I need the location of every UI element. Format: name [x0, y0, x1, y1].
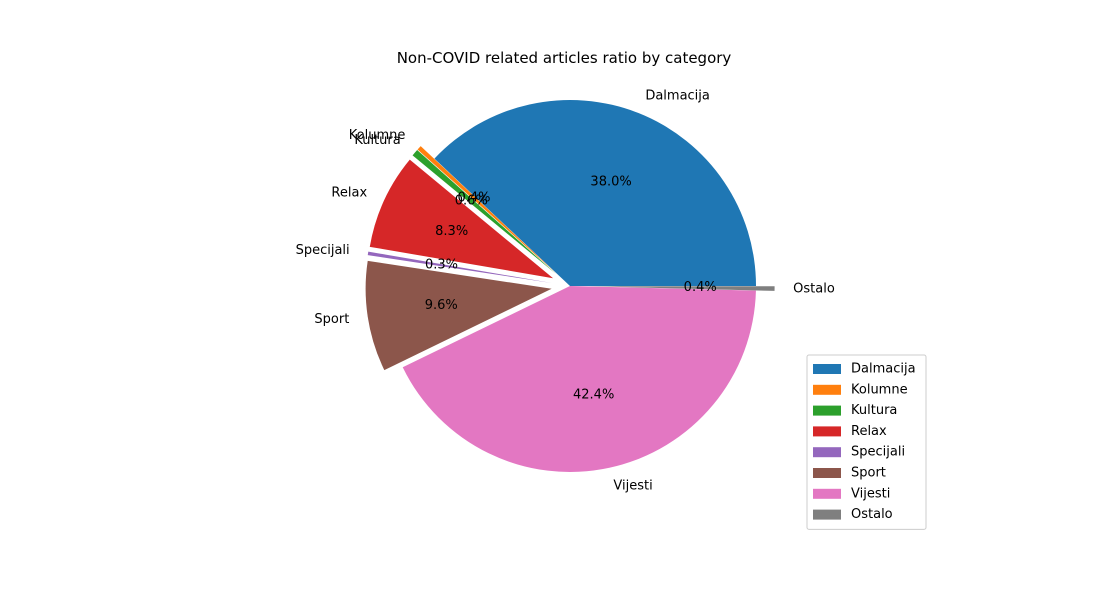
slice-label-kultura: Kultura: [354, 133, 400, 148]
pie-slice-ostalo: [588, 286, 775, 291]
slice-label-specijali: Specijali: [296, 243, 350, 258]
legend-swatch-specijali: [813, 447, 841, 458]
pct-label-vijesti: 42.4%: [573, 388, 614, 403]
pie-slice-specijali: [367, 251, 552, 284]
pie-slice-kultura: [412, 149, 556, 274]
legend-swatch-ostalo: [813, 509, 841, 520]
legend-swatch-vijesti: [813, 488, 841, 499]
pct-label-kolumne: 0.4%: [457, 191, 490, 206]
legend-label-kultura: Kultura: [851, 403, 897, 418]
pct-label-specijali: 0.3%: [425, 258, 458, 273]
slice-label-sport: Sport: [314, 312, 349, 327]
legend-label-relax: Relax: [851, 424, 887, 439]
legend-swatch-relax: [813, 426, 841, 437]
pie-slice-vijesti: [402, 286, 756, 473]
legend-swatch-dalmacija: [813, 364, 841, 374]
pct-label-kultura: 0.6%: [455, 194, 488, 209]
slice-label-ostalo: Ostalo: [793, 281, 835, 296]
pct-label-dalmacija: 38.0%: [590, 175, 631, 190]
pct-label-ostalo: 0.4%: [684, 280, 717, 295]
slice-label-relax: Relax: [331, 185, 367, 200]
pct-label-relax: 8.3%: [435, 224, 468, 239]
legend: Dalmacija Kolumne Kultura Relax Specijali Spo…: [806, 354, 927, 530]
pie-slice-sport: [365, 260, 552, 371]
slice-label-kolumne: Kolumne: [349, 128, 406, 143]
legend-swatch-kultura: [813, 405, 841, 416]
legend-swatch-kolumne: [813, 384, 841, 395]
legend-label-sport: Sport: [851, 466, 886, 481]
legend-label-dalmacija: Dalmacija: [851, 362, 916, 377]
pct-label-sport: 9.6%: [425, 298, 458, 313]
slice-label-dalmacija: Dalmacija: [645, 88, 710, 103]
legend-label-ostalo: Ostalo: [851, 507, 893, 522]
legend-frame: [806, 354, 927, 530]
pie-slice-relax: [369, 159, 554, 279]
pie-labels: Dalmacija 38.0% Kolumne 0.4% Kultura 0.6% Rela…: [296, 88, 835, 493]
slice-label-vijesti: Vijesti: [613, 478, 652, 493]
pie-slice-dalmacija: [434, 100, 756, 286]
legend-label-specijali: Specijali: [851, 445, 905, 460]
chart-title: Non-COVID related articles ratio by cate…: [397, 49, 732, 67]
legend-label-vijesti: Vijesti: [851, 486, 890, 501]
pie-slices: [365, 100, 775, 473]
legend-swatch-sport: [813, 468, 841, 478]
legend-label-kolumne: Kolumne: [851, 382, 908, 397]
pie-slice-kolumne: [417, 146, 557, 274]
